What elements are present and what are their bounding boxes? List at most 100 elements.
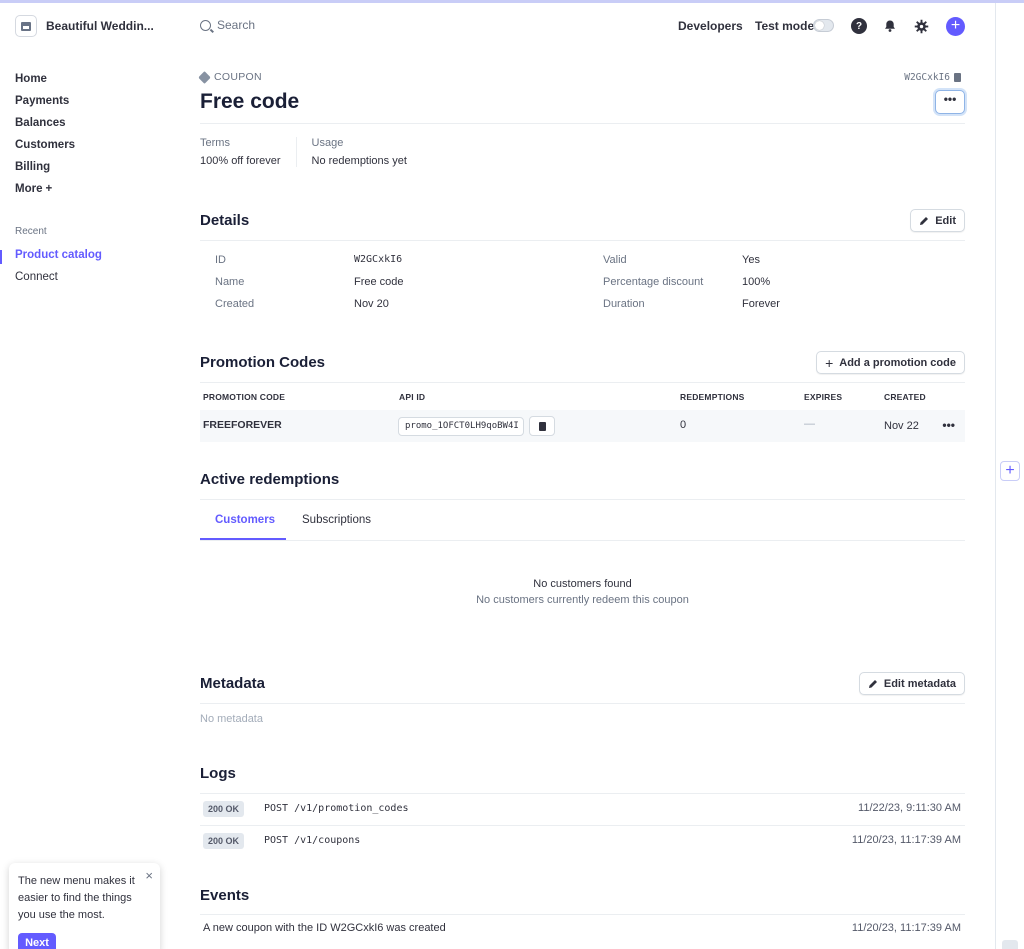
summary-label: Usage	[311, 137, 344, 149]
detail-value: Yes	[742, 254, 760, 266]
next-button[interactable]: Next	[18, 933, 56, 949]
tab-customers[interactable]: Customers	[215, 514, 276, 526]
detail-label: Valid	[603, 254, 627, 266]
edit-metadata-button[interactable]: Edit metadata	[858, 672, 965, 695]
store-icon	[15, 15, 37, 37]
close-icon[interactable]: ×	[145, 868, 153, 883]
add-promotion-code-label: Add a promotion code	[839, 356, 956, 369]
test-mode-toggle[interactable]	[813, 19, 834, 32]
divider	[200, 499, 965, 500]
tab-subscriptions[interactable]: Subscriptions	[302, 514, 372, 526]
detail-label: Percentage discount	[603, 276, 704, 288]
divider	[200, 914, 965, 915]
more-actions-button[interactable]: •••	[935, 90, 965, 114]
created-value: Nov 22	[884, 420, 919, 432]
status-badge: 200 OK	[203, 801, 245, 817]
api-id-field[interactable]: promo_1OFCT0LH9qoBW4I	[398, 417, 524, 436]
detail-value: W2GCxkI6	[354, 254, 403, 265]
edit-metadata-label: Edit metadata	[883, 677, 956, 690]
nav-connect[interactable]: Connect	[15, 271, 58, 283]
account-switcher[interactable]: Beautiful Weddin...	[15, 15, 154, 37]
recent-label: Recent	[15, 226, 47, 237]
row-more-button[interactable]: •••	[942, 418, 955, 432]
divider	[200, 123, 965, 124]
add-panel-icon[interactable]: +	[1000, 461, 1020, 481]
column-header: REDEMPTIONS	[680, 392, 745, 402]
coupon-summary: Terms 100% off forever Usage No redempti…	[200, 137, 422, 167]
nav-product-catalog[interactable]: Product catalog	[15, 249, 102, 261]
edit-button[interactable]: Edit	[910, 209, 965, 232]
nav-more[interactable]: More +	[15, 181, 75, 203]
metadata-heading: Metadata	[200, 675, 266, 692]
page-title: Free code	[200, 90, 300, 113]
new-menu-tooltip: The new menu makes it easier to find the…	[9, 863, 160, 949]
nav-more-label: More	[15, 183, 43, 195]
detail-value: Free code	[354, 276, 404, 288]
bell-icon[interactable]	[882, 18, 898, 34]
copy-button[interactable]	[529, 416, 555, 436]
main-nav: Home Payments Balances Customers Billing…	[15, 71, 75, 203]
plus-icon: +	[45, 183, 53, 195]
object-id[interactable]: W2GCxkI6	[904, 72, 961, 83]
breadcrumb: COUPON	[198, 70, 262, 84]
status-badge: 200 OK	[203, 833, 245, 849]
details-heading: Details	[200, 212, 250, 229]
nav-home[interactable]: Home	[15, 73, 47, 85]
clipboard-icon	[538, 421, 546, 431]
expires-value: —	[804, 418, 815, 430]
clipboard-icon[interactable]	[954, 73, 961, 82]
empty-state-title: No customers found	[533, 578, 632, 590]
nav-balances[interactable]: Balances	[15, 117, 66, 129]
summary-value: 100% off forever	[200, 155, 281, 167]
panel-handle[interactable]	[1002, 940, 1018, 949]
log-row[interactable]: 200 OK POST /v1/coupons 11/20/23, 11:17:…	[200, 826, 965, 856]
divider	[200, 382, 965, 383]
search-bar[interactable]: Search	[200, 18, 255, 32]
log-time: 11/20/23, 11:17:39 AM	[851, 834, 961, 846]
divider	[200, 540, 965, 541]
event-time: 11/20/23, 11:17:39 AM	[851, 922, 961, 934]
promotion-code: FREEFOREVER	[203, 419, 282, 431]
active-tab-indicator	[200, 538, 286, 540]
summary-usage: Usage No redemptions yet	[295, 137, 422, 167]
active-redemptions-heading: Active redemptions	[200, 471, 340, 488]
divider	[200, 793, 965, 794]
search-input[interactable]: Search	[217, 18, 256, 32]
event-text: A new coupon with the ID W2GCxkI6 was cr…	[203, 922, 446, 934]
promotion-codes-heading: Promotion Codes	[200, 354, 326, 371]
nav-billing[interactable]: Billing	[15, 161, 51, 173]
summary-terms: Terms 100% off forever	[200, 137, 296, 167]
column-header: API ID	[399, 392, 426, 402]
plus-icon: +	[825, 354, 834, 371]
column-header: CREATED	[884, 392, 926, 402]
active-indicator	[0, 250, 2, 264]
divider	[200, 703, 965, 704]
logs-heading: Logs	[200, 765, 236, 782]
top-accent-line	[0, 0, 1024, 3]
summary-label: Terms	[200, 137, 230, 149]
detail-label: Created	[215, 298, 255, 310]
table-row[interactable]: FREEFOREVER promo_1OFCT0LH9qoBW4I 0 — No…	[200, 410, 965, 442]
test-mode-label: Test mode	[755, 19, 815, 33]
detail-label: Duration	[603, 298, 645, 310]
recent-nav: Product catalog Connect	[15, 247, 102, 291]
detail-value: 100%	[742, 276, 771, 288]
edit-label: Edit	[935, 214, 956, 227]
detail-value: Nov 20	[354, 298, 389, 310]
log-path: POST /v1/coupons	[264, 835, 361, 846]
log-row[interactable]: 200 OK POST /v1/promotion_codes 11/22/23…	[200, 794, 965, 824]
object-id-text: W2GCxkI6	[904, 72, 950, 83]
help-icon[interactable]: ?	[851, 18, 867, 34]
developers-link[interactable]: Developers	[678, 19, 743, 33]
redemptions-value: 0	[680, 419, 687, 431]
add-promotion-code-button[interactable]: + Add a promotion code	[816, 351, 965, 374]
detail-label: Name	[215, 276, 245, 288]
search-icon	[200, 19, 211, 31]
gear-icon[interactable]	[913, 18, 929, 34]
create-plus-icon[interactable]: +	[946, 17, 965, 36]
detail-label: ID	[215, 254, 226, 266]
nav-customers[interactable]: Customers	[15, 139, 76, 151]
nav-payments[interactable]: Payments	[15, 95, 70, 107]
object-type-label: COUPON	[214, 71, 262, 83]
divider	[200, 825, 965, 826]
